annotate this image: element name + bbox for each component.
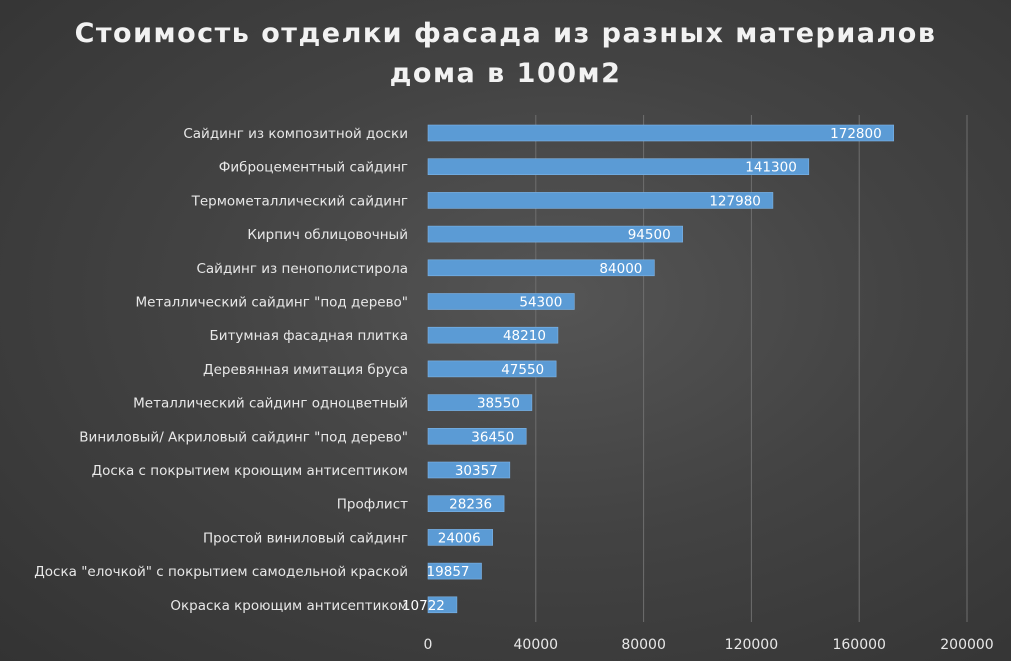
x-tick-label-2: 80000 [621, 637, 666, 653]
data-label-3: 94500 [628, 227, 671, 243]
bar-1 [427, 158, 810, 175]
data-label-12: 24006 [438, 530, 481, 546]
data-label-10: 30357 [455, 463, 498, 479]
x-tick-label-1: 40000 [514, 637, 559, 653]
data-label-9: 36450 [471, 429, 514, 445]
category-label-1: Фиброцементный сайдинг [219, 160, 408, 176]
category-label-9: Виниловый/ Акриловый сайдинг "под дерево… [79, 429, 408, 445]
chart-title-line-2: дома в 100м2 [389, 58, 622, 89]
category-label-0: Сайдинг из композитной доски [183, 126, 408, 142]
category-label-14: Окраска кроющим антисептиком [170, 598, 408, 614]
bar-4 [427, 259, 655, 277]
category-label-3: Кирпич облицовочный [247, 227, 408, 243]
category-label-7: Деревянная имитация бруса [203, 362, 408, 378]
data-label-6: 48210 [503, 328, 546, 344]
bar-8 [427, 394, 533, 411]
category-label-4: Сайдинг из пенополистирола [196, 261, 408, 277]
bar-2 [427, 192, 774, 209]
category-label-5: Металлический сайдинг "под дерево" [136, 295, 408, 311]
bar-0 [427, 124, 894, 142]
category-label-2: Термометаллический сайдинг [191, 193, 408, 209]
x-tick-label-3: 120000 [725, 637, 778, 653]
bar-14 [427, 596, 458, 614]
bar-12 [427, 529, 493, 546]
category-label-8: Металлический сайдинг одноцветный [133, 396, 408, 412]
bar-7 [427, 360, 557, 378]
data-label-7: 47550 [501, 362, 544, 378]
data-label-13: 19857 [427, 564, 470, 580]
category-label-13: Доска "елочкой" с покрытием самодельной … [34, 564, 408, 580]
bar-13 [427, 562, 482, 580]
category-label-10: Доска с покрытием кроющим антисептиком [92, 463, 408, 479]
bar-5 [427, 293, 575, 310]
data-label-2: 127980 [709, 193, 761, 209]
data-label-4: 84000 [599, 261, 642, 277]
x-tick-label-5: 200000 [940, 637, 993, 653]
bar-10 [427, 461, 511, 479]
chart-title-line-1: Стоимость отделки фасада из разных матер… [74, 18, 937, 49]
bar-11 [427, 495, 505, 513]
category-label-11: Профлист [337, 497, 408, 513]
category-label-6: Битумная фасадная плитка [210, 328, 408, 344]
category-label-12: Простой виниловый сайдинг [203, 530, 408, 546]
x-tick-label-4: 160000 [832, 637, 885, 653]
data-label-8: 38550 [477, 396, 520, 412]
bar-6 [427, 326, 559, 344]
x-tick-label-0: 0 [424, 637, 433, 653]
data-label-14: 10722 [402, 598, 445, 614]
data-label-5: 54300 [519, 295, 562, 311]
bar-9 [427, 427, 527, 445]
data-label-0: 172800 [830, 126, 882, 142]
data-label-11: 28236 [449, 497, 492, 513]
data-label-1: 141300 [745, 160, 797, 176]
bar-3 [427, 225, 683, 243]
